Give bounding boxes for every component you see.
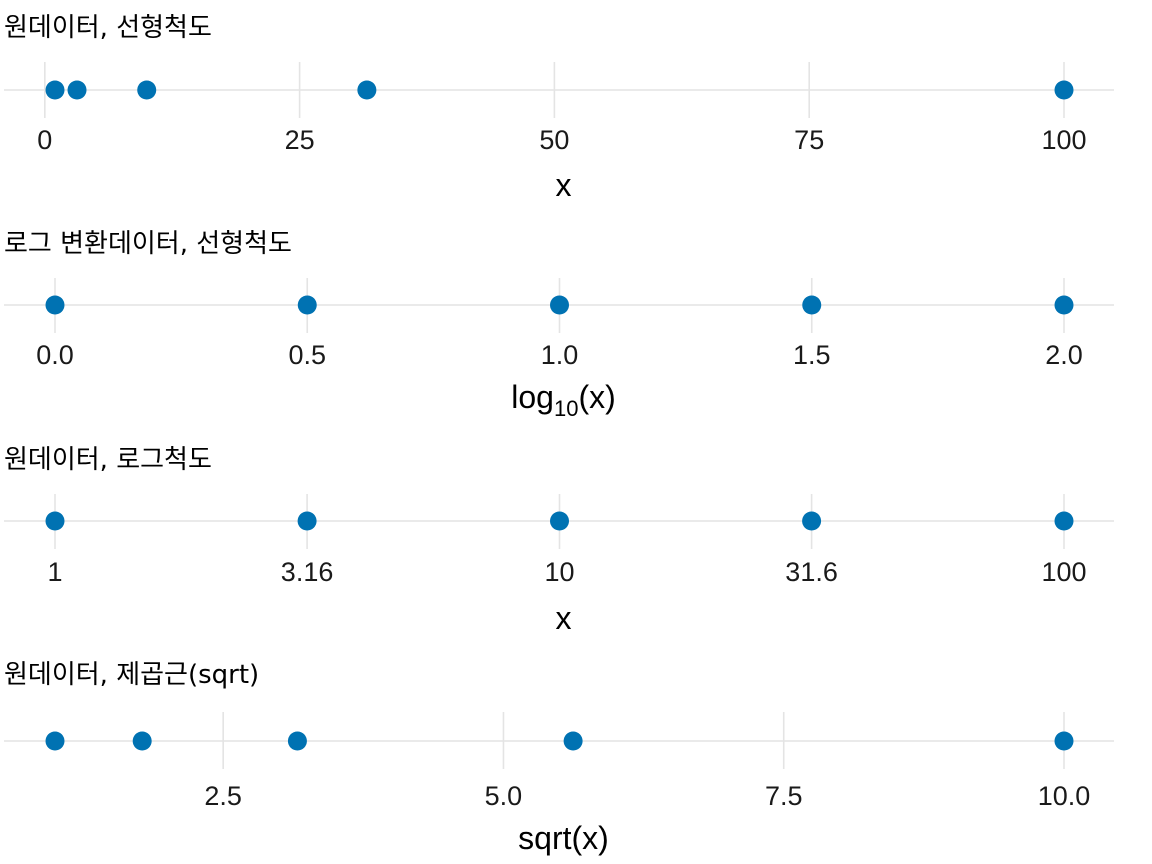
panel-2-axis-label-suffix: (x) — [578, 379, 615, 415]
panel-4-tick-label-2: 5.0 — [485, 781, 523, 811]
panel-2-point-2 — [297, 295, 317, 315]
panel-2-point-1 — [45, 295, 65, 315]
panel-1-tick-label-4: 75 — [794, 125, 824, 155]
panel-2-point-3 — [550, 295, 569, 315]
panel-1-axis-label-main: x — [556, 167, 572, 203]
panel-2-tick-label-5: 2.0 — [1045, 340, 1083, 370]
panel-4-title: 원데이터, 제곱근(sqrt) — [4, 660, 259, 690]
panel-2-axis-label-subscript: 10 — [554, 396, 578, 421]
panel-2-axis-label: log10(x) — [511, 379, 616, 421]
panel-2-point-5 — [1054, 295, 1074, 315]
panel-3-axis-label-main: x — [556, 600, 572, 636]
panel-3-tick-label-1: 1 — [47, 557, 62, 587]
panel-1-tick-label-5: 100 — [1041, 125, 1086, 155]
panel-3-tick-label-2: 3.16 — [281, 557, 334, 587]
panel-4-point-2 — [132, 731, 152, 751]
panel-3-tick-label-5: 100 — [1041, 557, 1086, 587]
panel-3-title: 원데이터, 로그척도 — [4, 445, 212, 475]
panel-2-tick-label-3: 1.0 — [541, 340, 579, 370]
panel-3-axis-label: x — [556, 600, 572, 636]
panel-1-point-5 — [1054, 80, 1074, 100]
panel-3-point-3 — [550, 511, 569, 531]
panel-3-point-4 — [802, 511, 822, 531]
panel-2-axis-label-main: log — [511, 379, 554, 415]
panel-1-point-1 — [45, 80, 65, 100]
panel-2-tick-label-4: 1.5 — [793, 340, 831, 370]
panel-3-point-5 — [1054, 511, 1074, 531]
panel-4-tick-label-4: 10.0 — [1038, 781, 1091, 811]
panel-2-title: 로그 변환데이터, 선형척도 — [4, 229, 292, 259]
panel-1-point-4 — [357, 80, 377, 100]
panel-4-point-3 — [287, 731, 307, 751]
panel-2-tick-label-1: 0.0 — [36, 340, 74, 370]
panel-4-point-1 — [45, 731, 65, 751]
panel-3-point-1 — [45, 511, 65, 531]
panel-3-tick-label-3: 10 — [544, 557, 574, 587]
panel-2-point-4 — [802, 295, 822, 315]
panel-4-tick-label-3: 7.5 — [765, 781, 803, 811]
panel-1-point-2 — [67, 80, 87, 100]
panel-4-axis-label-main: sqrt(x) — [518, 820, 609, 856]
panel-1-tick-label-1: 0 — [37, 125, 52, 155]
panel-4-tick-label-1: 2.5 — [204, 781, 242, 811]
panel-1-title: 원데이터, 선형척도 — [4, 13, 212, 43]
panel-1-tick-label-3: 50 — [539, 125, 569, 155]
panel-1-tick-label-2: 25 — [285, 125, 315, 155]
panel-3-point-2 — [297, 511, 317, 531]
panel-2-tick-label-2: 0.5 — [288, 340, 326, 370]
panel-1-point-3 — [137, 80, 157, 100]
panel-1-axis-label: x — [556, 167, 572, 203]
panel-4-point-5 — [1054, 731, 1074, 751]
panel-4-axis-label: sqrt(x) — [518, 820, 609, 856]
panel-4-point-4 — [563, 731, 583, 751]
panel-3-tick-label-4: 31.6 — [785, 557, 838, 587]
